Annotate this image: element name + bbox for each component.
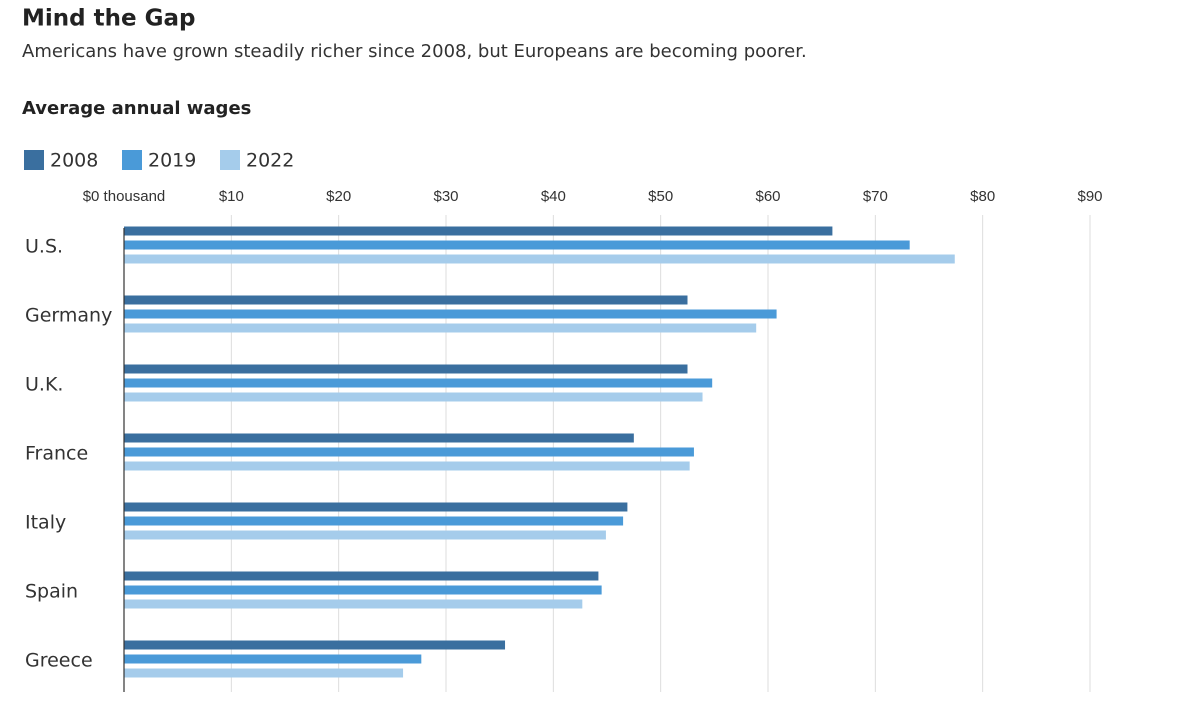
legend-swatch bbox=[220, 150, 240, 170]
y-tick-label: France bbox=[25, 443, 88, 465]
x-tick-label: $60 bbox=[755, 188, 780, 205]
x-tick-label: $80 bbox=[970, 188, 995, 205]
bar bbox=[124, 309, 777, 319]
bar bbox=[124, 585, 602, 595]
bar bbox=[124, 323, 757, 333]
legend-label: 2022 bbox=[246, 150, 294, 172]
legend-label: 2008 bbox=[50, 150, 98, 172]
legend-swatch bbox=[122, 150, 142, 170]
bar bbox=[124, 392, 703, 402]
y-tick-label: U.K. bbox=[25, 374, 63, 396]
x-tick-label: $90 bbox=[1077, 188, 1102, 205]
legend-swatch bbox=[24, 150, 44, 170]
bar bbox=[124, 240, 910, 250]
bar bbox=[124, 364, 688, 374]
x-tick-label: $70 bbox=[863, 188, 888, 205]
bar bbox=[124, 599, 583, 609]
bar bbox=[124, 226, 833, 236]
bar bbox=[124, 640, 506, 650]
bar bbox=[124, 516, 624, 526]
y-tick-label: Spain bbox=[25, 581, 78, 603]
bar bbox=[124, 502, 628, 512]
x-tick-label: $50 bbox=[648, 188, 673, 205]
x-tick-label: $30 bbox=[433, 188, 458, 205]
bar bbox=[124, 447, 694, 457]
bar bbox=[124, 571, 599, 581]
bar bbox=[124, 654, 422, 664]
y-tick-label: U.S. bbox=[25, 236, 63, 258]
y-tick-label: Greece bbox=[25, 650, 93, 672]
legend-label: 2019 bbox=[148, 150, 196, 172]
x-tick-label: $10 bbox=[219, 188, 244, 205]
x-tick-label: $0 thousand bbox=[83, 188, 166, 205]
chart-title: Mind the Gap bbox=[22, 6, 195, 32]
bar bbox=[124, 433, 634, 443]
x-tick-label: $40 bbox=[541, 188, 566, 205]
y-tick-label: Germany bbox=[25, 305, 112, 327]
bar bbox=[124, 530, 606, 540]
bar bbox=[124, 668, 404, 678]
axis-title: Average annual wages bbox=[22, 98, 251, 119]
bar bbox=[124, 378, 713, 388]
bar bbox=[124, 461, 690, 471]
x-tick-label: $20 bbox=[326, 188, 351, 205]
bar bbox=[124, 254, 955, 264]
bar bbox=[124, 295, 688, 305]
y-tick-label: Italy bbox=[25, 512, 66, 534]
chart-subtitle: Americans have grown steadily richer sin… bbox=[22, 41, 807, 62]
